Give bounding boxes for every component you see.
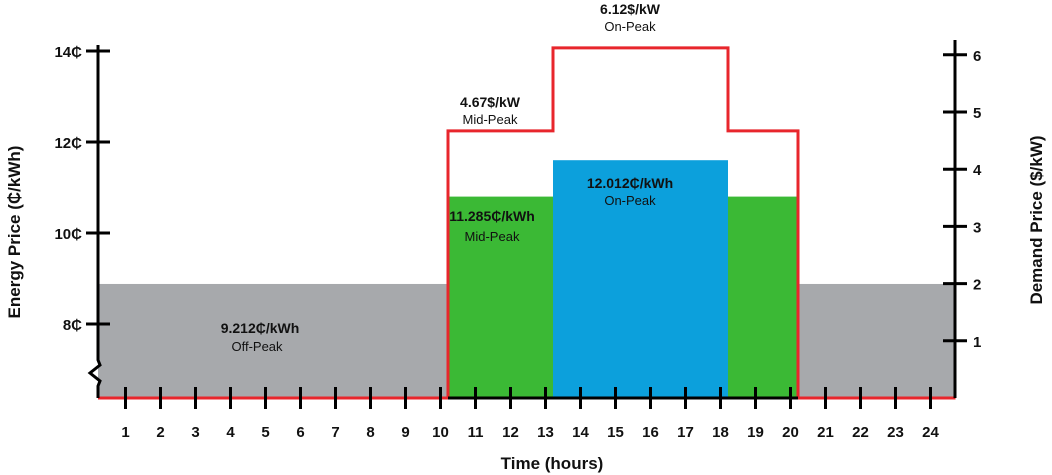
energy-area-off-peak-0 [98, 283, 448, 398]
y-right-tick-label-2: 2 [973, 277, 981, 294]
x-tick-label-15: 15 [607, 424, 624, 441]
demand-price-line [98, 46, 956, 400]
energy-price-areas [98, 160, 956, 398]
demand-price-step-line [98, 46, 956, 400]
on-peak-energy-value: 12.012₵/kWh [587, 175, 673, 191]
y-right-tick-label-5: 5 [973, 105, 981, 122]
energy-area-on-peak-2 [553, 160, 728, 398]
energy-area-off-peak-4 [798, 283, 956, 398]
x-tick-label-12: 12 [502, 424, 519, 441]
x-tick-label-20: 20 [782, 424, 799, 441]
x-tick-label-4: 4 [226, 424, 235, 441]
energy-area-mid-peak-3 [728, 196, 798, 398]
x-tick-label-9: 9 [401, 424, 409, 441]
y-left-tick-label-14: 14₵ [54, 44, 82, 61]
mid-peak-energy-period: Mid-Peak [465, 229, 520, 244]
off-peak-energy-period: Off-Peak [231, 339, 283, 354]
energy-area-mid-peak-1 [448, 196, 553, 398]
x-tick-label-10: 10 [432, 424, 449, 441]
off-peak-energy-value: 9.212₵/kWh [221, 320, 300, 336]
x-tick-label-21: 21 [817, 424, 834, 441]
x-tick-label-14: 14 [572, 424, 589, 441]
x-tick-label-17: 17 [677, 424, 694, 441]
x-tick-label-8: 8 [366, 424, 374, 441]
x-tick-label-1: 1 [121, 424, 129, 441]
y-left-tick-label-8: 8₵ [63, 317, 82, 334]
y-left-tick-label-12: 12₵ [54, 135, 82, 152]
x-tick-label-18: 18 [712, 424, 729, 441]
x-tick-label-22: 22 [852, 424, 869, 441]
x-tick-label-16: 16 [642, 424, 659, 441]
x-tick-label-3: 3 [191, 424, 199, 441]
mid-peak-demand-value: 4.67$/kW [460, 94, 521, 110]
y-right-tick-label-4: 4 [973, 162, 982, 179]
x-tick-label-7: 7 [331, 424, 339, 441]
y-axis-left-title: Energy Price (₵/kWh) [5, 146, 24, 319]
y-left-tick-label-10: 10₵ [54, 226, 82, 243]
y-axis-right-title: Demand Price ($/kW) [1027, 135, 1046, 304]
y-axis-left-line [87, 45, 102, 398]
x-tick-label-24: 24 [922, 424, 939, 441]
x-axis-title: Time (hours) [501, 454, 604, 473]
mid-peak-energy-value: 11.285₵/kWh [449, 208, 535, 224]
x-tick-label-5: 5 [261, 424, 269, 441]
x-tick-label-19: 19 [747, 424, 764, 441]
on-peak-demand-period: On-Peak [604, 19, 656, 34]
x-tick-label-11: 11 [468, 424, 484, 441]
on-peak-demand-value: 6.12$/kW [600, 1, 661, 17]
y-right-tick-label-3: 3 [973, 219, 981, 236]
mid-peak-demand-period: Mid-Peak [463, 112, 518, 127]
x-tick-label-13: 13 [537, 424, 554, 441]
y-right-tick-label-1: 1 [973, 334, 981, 351]
y-right-tick-label-6: 6 [973, 48, 981, 65]
x-tick-label-6: 6 [296, 424, 304, 441]
on-peak-energy-period: On-Peak [604, 193, 656, 208]
x-tick-label-23: 23 [887, 424, 904, 441]
annotations: 9.212₵/kWh Off-Peak 11.285₵/kWh Mid-Peak… [5, 1, 1046, 473]
x-tick-label-2: 2 [156, 424, 164, 441]
